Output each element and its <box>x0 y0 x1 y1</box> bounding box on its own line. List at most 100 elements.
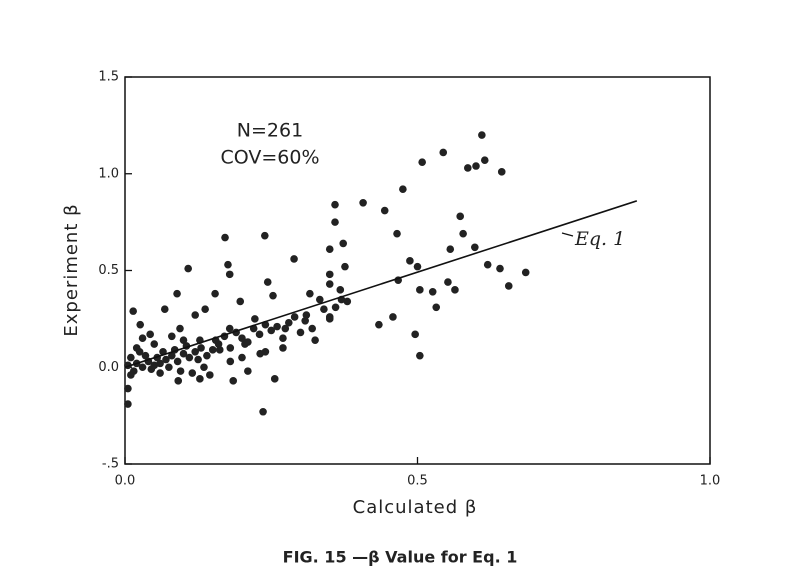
scatter-point <box>174 376 183 385</box>
scatter-point <box>380 206 389 215</box>
scatter-point <box>464 164 472 172</box>
scatter-point <box>290 255 298 263</box>
scatter-point <box>147 365 156 373</box>
scatter-point <box>176 367 185 375</box>
y-tick-label: -.5 <box>102 457 119 472</box>
scatter-point <box>270 375 279 383</box>
scatter-point <box>165 363 173 372</box>
scatter-point <box>496 264 504 273</box>
scatter-point <box>127 371 135 379</box>
scatter-point <box>406 257 414 265</box>
x-tick-label: 0.0 <box>115 474 136 489</box>
chart-title: FIG. 15 —β Value for Eq. 1 <box>283 548 518 566</box>
scatter-point <box>306 289 314 298</box>
scatter-point <box>208 346 217 354</box>
scatter-point <box>273 322 281 331</box>
scatter-point <box>162 355 170 364</box>
scatter-point <box>238 353 246 362</box>
scatter-point <box>311 336 319 344</box>
scatter-point <box>203 351 211 360</box>
scatter-point <box>308 324 317 333</box>
scatter-point <box>179 336 188 344</box>
scatter-point <box>224 260 232 269</box>
scatter-point <box>325 280 334 288</box>
scatter-point <box>176 324 184 333</box>
scatter-point <box>428 287 437 296</box>
y-tick-label: 1.0 <box>98 166 119 181</box>
scatter-point <box>451 286 459 294</box>
scatter-point <box>269 291 277 300</box>
y-axis-label: Experiment β <box>61 203 82 336</box>
scatter-point <box>331 218 339 226</box>
scatter-point <box>375 320 383 329</box>
scatter-point <box>325 245 334 254</box>
scatter-point <box>325 313 334 321</box>
scatter-point <box>302 311 311 319</box>
scatter-point <box>201 305 209 314</box>
scatter-point <box>343 297 352 306</box>
scatter-point <box>156 369 164 377</box>
scatter-point <box>156 359 164 368</box>
scatter-point <box>184 264 192 273</box>
x-tick-label: 0.5 <box>407 474 428 489</box>
scatter-point <box>411 330 419 339</box>
scatter-point <box>432 303 441 312</box>
scatter-point <box>141 351 150 360</box>
scatter-point <box>226 344 235 352</box>
scatter-point <box>132 344 141 352</box>
scatter-point <box>173 357 182 366</box>
scatter-point <box>413 262 422 271</box>
scatter-point <box>325 270 334 279</box>
scatter-point <box>215 346 224 354</box>
scatter-point <box>446 245 455 254</box>
scatter-point <box>279 344 287 352</box>
scatter-point <box>129 307 137 315</box>
scatter-point <box>168 332 176 341</box>
annotation-arrow <box>561 232 574 237</box>
scatter-point <box>301 317 309 325</box>
scatter-point <box>497 168 506 176</box>
scatter-point <box>359 198 367 207</box>
scatter-point <box>238 334 246 343</box>
scatter-point <box>341 262 349 271</box>
scatter-point <box>399 185 407 194</box>
scatter-point <box>290 313 299 321</box>
scatter-point <box>471 243 479 252</box>
scatter-point <box>221 233 229 242</box>
scatter-point <box>456 212 465 221</box>
scatter-point <box>504 282 513 290</box>
scatter-point <box>296 328 305 337</box>
scatter-point <box>261 347 270 356</box>
scatter-point <box>416 286 424 294</box>
scatter-point <box>267 326 276 335</box>
scatter-point <box>127 353 135 362</box>
scatter-point <box>200 363 208 372</box>
scatter-point <box>244 338 252 346</box>
scatter-point <box>281 324 290 333</box>
scatter-point <box>188 369 197 377</box>
scatter-point <box>279 334 287 343</box>
scatter-point <box>320 305 328 314</box>
scatter-point <box>251 315 259 323</box>
scatter-point <box>185 353 194 362</box>
scatter-point <box>226 357 235 366</box>
scatter-point <box>418 158 426 166</box>
scatter-point <box>331 200 339 209</box>
scatter-point <box>211 289 219 298</box>
scatter-point <box>480 156 489 165</box>
scatter-point <box>146 330 154 339</box>
scatter-point <box>124 400 132 408</box>
y-tick-label: 1.5 <box>98 70 119 85</box>
scatter-point <box>124 384 132 393</box>
scatter-point <box>444 278 452 286</box>
scatter-point <box>150 340 159 348</box>
scatter-point <box>138 334 147 343</box>
scatter-point <box>472 162 480 170</box>
scatter-point <box>191 347 199 356</box>
scatter-point <box>521 268 530 277</box>
y-tick-label: 0.0 <box>98 360 119 375</box>
y-tick-label: 0.5 <box>98 263 119 278</box>
annotation: N=261 <box>237 120 303 142</box>
scatter-point <box>261 231 269 240</box>
